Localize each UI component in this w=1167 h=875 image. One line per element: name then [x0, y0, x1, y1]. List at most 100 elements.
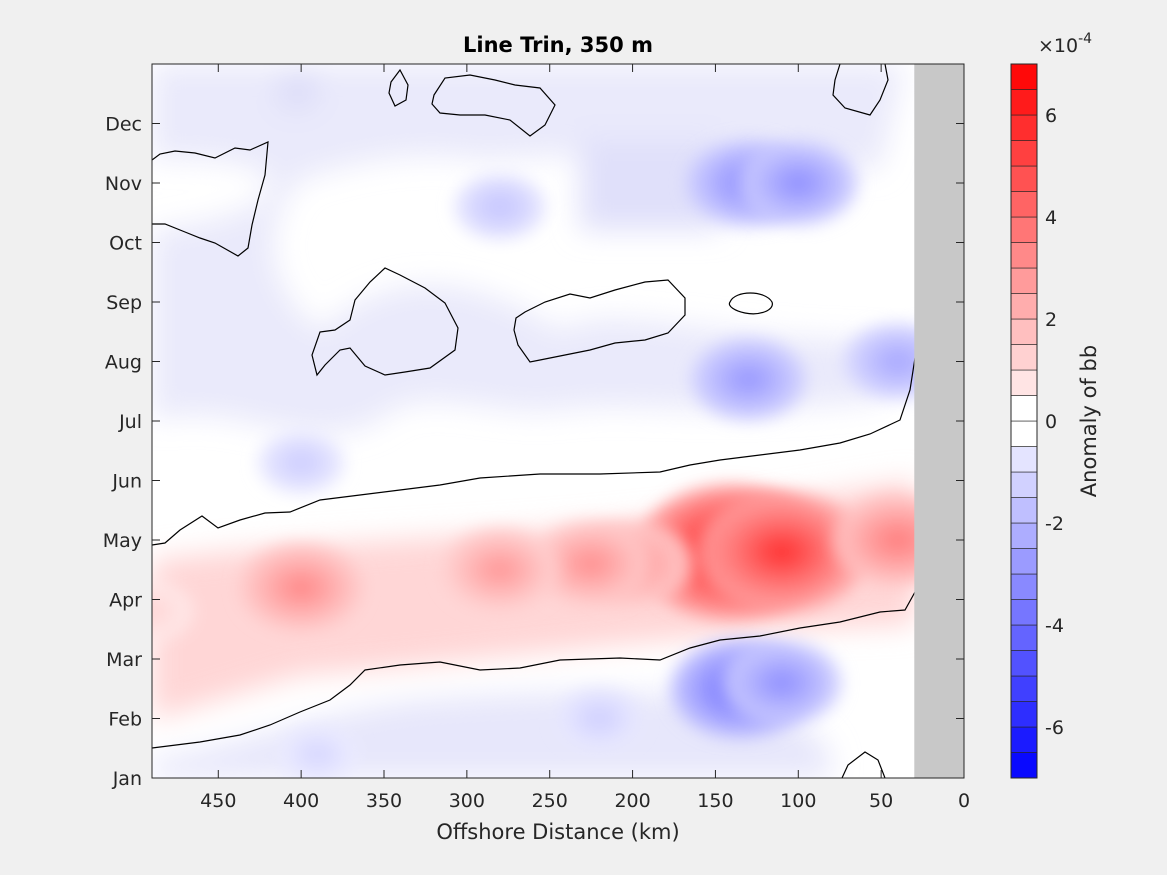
colorbar-cell [1010, 446, 1038, 473]
colorbar-cell [1010, 650, 1038, 677]
plot-area [151, 63, 965, 779]
colorbar-cell [1010, 318, 1038, 345]
x-axis-title: Offshore Distance (km) [436, 820, 679, 844]
colorbar-cell [1010, 191, 1038, 218]
colorbar-cell [1010, 701, 1038, 728]
feature-layer [786, 174, 811, 192]
plot-title: Line Trin, 350 m [463, 33, 653, 57]
feature-layer [769, 674, 794, 692]
contour-center-blob [513, 279, 686, 363]
colorbar-ticks: -6 -4 -2 0 2 4 6 [1045, 105, 1064, 739]
feature-layer [884, 530, 911, 550]
contour-bottom-right-blob [841, 751, 886, 778]
x-tick-label: 50 [869, 790, 893, 812]
feature-layer [152, 605, 161, 618]
y-tick-label: Mar [106, 649, 142, 671]
colorbar-tick-label: 6 [1045, 105, 1057, 127]
feature-layer [292, 456, 310, 470]
colorbar-cells [1010, 63, 1038, 779]
colorbar-tick-label: -6 [1045, 717, 1064, 739]
anomaly-feature-17 [276, 724, 359, 778]
anomaly-feature-11 [738, 140, 859, 226]
y-tick-label: Sep [106, 292, 142, 314]
feature-layer [288, 578, 314, 597]
colorbar-cell [1010, 140, 1038, 167]
contour-upper-band [152, 357, 916, 546]
land-mask [914, 64, 964, 778]
feature-layer [736, 371, 761, 388]
colorbar-cell [1010, 548, 1038, 575]
colorbar-cell [1010, 726, 1038, 753]
colorbar-tick-label: -2 [1045, 513, 1064, 535]
y-tick-label: May [103, 530, 142, 552]
feature-layer [488, 561, 512, 579]
x-tick-label: 350 [366, 790, 402, 812]
y-tick-label: Jun [111, 471, 142, 493]
anomaly-feature-5 [239, 543, 364, 632]
anomaly-feature-9 [721, 639, 842, 726]
y-tick-label: Apr [109, 590, 142, 612]
y-tick-label: Aug [105, 352, 142, 374]
feature-layer [579, 555, 604, 573]
colorbar: -6 -4 -2 0 2 4 6 ×10-4 Anomaly of bb [1010, 31, 1101, 779]
y-tick-label: Jan [112, 768, 142, 790]
contour-center-left-blob [311, 267, 459, 377]
colorbar-cell [1010, 369, 1038, 396]
contour-lower-band [152, 591, 916, 749]
y-tick-label: Oct [109, 233, 142, 255]
x-tick-label: 150 [697, 790, 733, 812]
colorbar-cell [1010, 624, 1038, 651]
colorbar-label: Anomaly of bb [1077, 345, 1101, 497]
y-tick-label: Feb [108, 709, 142, 731]
x-tick-label: 250 [532, 790, 568, 812]
colorbar-exponent: ×10-4 [1038, 31, 1092, 57]
x-tick-label: 400 [283, 790, 319, 812]
colorbar-cell [1010, 216, 1038, 243]
x-tick-label: 450 [200, 790, 236, 812]
y-axis: Jan Feb Mar Apr May Jun Jul Aug Sep Oct Nov Dec [103, 114, 964, 790]
anomaly-feature-3 [531, 520, 652, 607]
anomaly-feature-15 [257, 430, 346, 495]
anomaly-feature-4 [442, 528, 558, 612]
colorbar-cell [1010, 522, 1038, 549]
feature-layer [764, 539, 799, 565]
colorbar-cell [1010, 165, 1038, 192]
colorbar-cell [1010, 497, 1038, 524]
anomaly-feature-14 [454, 173, 546, 240]
x-tick-label: 0 [958, 790, 970, 812]
colorbar-tick-label: -4 [1045, 615, 1064, 637]
colorbar-cell [1010, 89, 1038, 116]
contour-small-ellipse [728, 292, 773, 315]
colorbar-cell [1010, 395, 1038, 422]
y-tick-label: Nov [105, 173, 142, 195]
colorbar-cell [1010, 599, 1038, 626]
colorbar-cell [1010, 573, 1038, 600]
anomaly-feature-12 [690, 337, 807, 421]
colorbar-tick-label: 2 [1045, 309, 1057, 331]
colorbar-tick-label: 0 [1045, 411, 1057, 433]
contour-top-blob-1 [388, 68, 409, 107]
feature-layer [590, 712, 609, 725]
colorbar-cell [1010, 114, 1038, 141]
colorbar-cell [1010, 420, 1038, 447]
colorbar-cell [1010, 293, 1038, 320]
feature-layer [490, 200, 510, 214]
anomaly-feature-1 [696, 491, 867, 613]
x-axis: 450 400 350 300 250 200 150 100 50 0 [200, 64, 970, 812]
feature-layer [309, 748, 326, 761]
x-tick-label: 300 [449, 790, 485, 812]
colorbar-cell [1010, 267, 1038, 294]
contour-top-blob-2 [431, 74, 556, 137]
colorbar-cell [1010, 471, 1038, 498]
contour-left-blob [152, 141, 269, 257]
contour-top-right-blob [832, 64, 889, 116]
feature-layer [886, 353, 909, 370]
colorbar-cell [1010, 344, 1038, 371]
anomaly-feature-16 [556, 687, 643, 750]
colorbar-cell [1010, 752, 1038, 779]
y-tick-label: Jul [118, 411, 142, 433]
zero-contours [152, 64, 916, 778]
anomaly-feature-6 [152, 581, 194, 642]
y-tick-label: Dec [105, 114, 142, 136]
